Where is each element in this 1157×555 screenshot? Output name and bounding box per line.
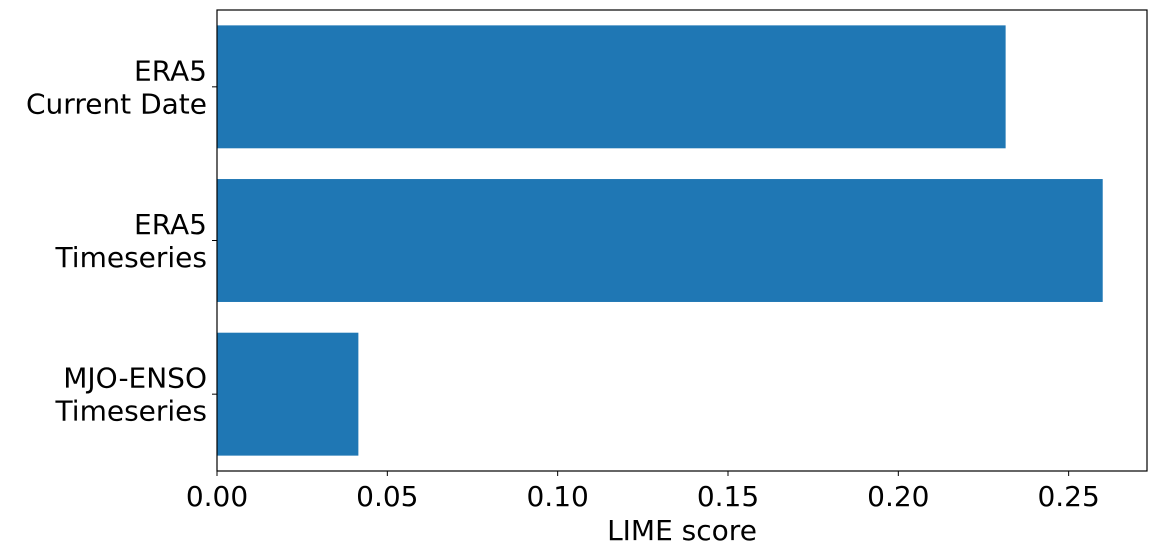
bar-0	[217, 25, 1006, 149]
y-tick-label-0-0: ERA5	[134, 54, 207, 87]
x-axis-label: LIME score	[607, 514, 757, 547]
x-axis: 0.00 0.05 0.10 0.15 0.20 0.25	[186, 471, 1100, 513]
bar-1	[217, 179, 1103, 302]
bar-2	[217, 332, 359, 456]
x-tick-label-5: 0.25	[1037, 480, 1099, 513]
y-tick-label-1-0: ERA5	[134, 208, 207, 241]
bars-group	[217, 25, 1103, 456]
y-tick-label-2-0: MJO-ENSO	[63, 362, 207, 395]
y-tick-label-2-1: Timeseries	[55, 395, 207, 428]
x-tick-label-4: 0.20	[867, 480, 929, 513]
x-tick-label-3: 0.15	[697, 480, 759, 513]
x-tick-label-1: 0.05	[356, 480, 418, 513]
x-tick-label-2: 0.10	[526, 480, 588, 513]
x-tick-label-0: 0.00	[186, 480, 248, 513]
y-tick-label-0-1: Current Date	[26, 87, 207, 120]
y-tick-label-1-1: Timeseries	[55, 241, 207, 274]
